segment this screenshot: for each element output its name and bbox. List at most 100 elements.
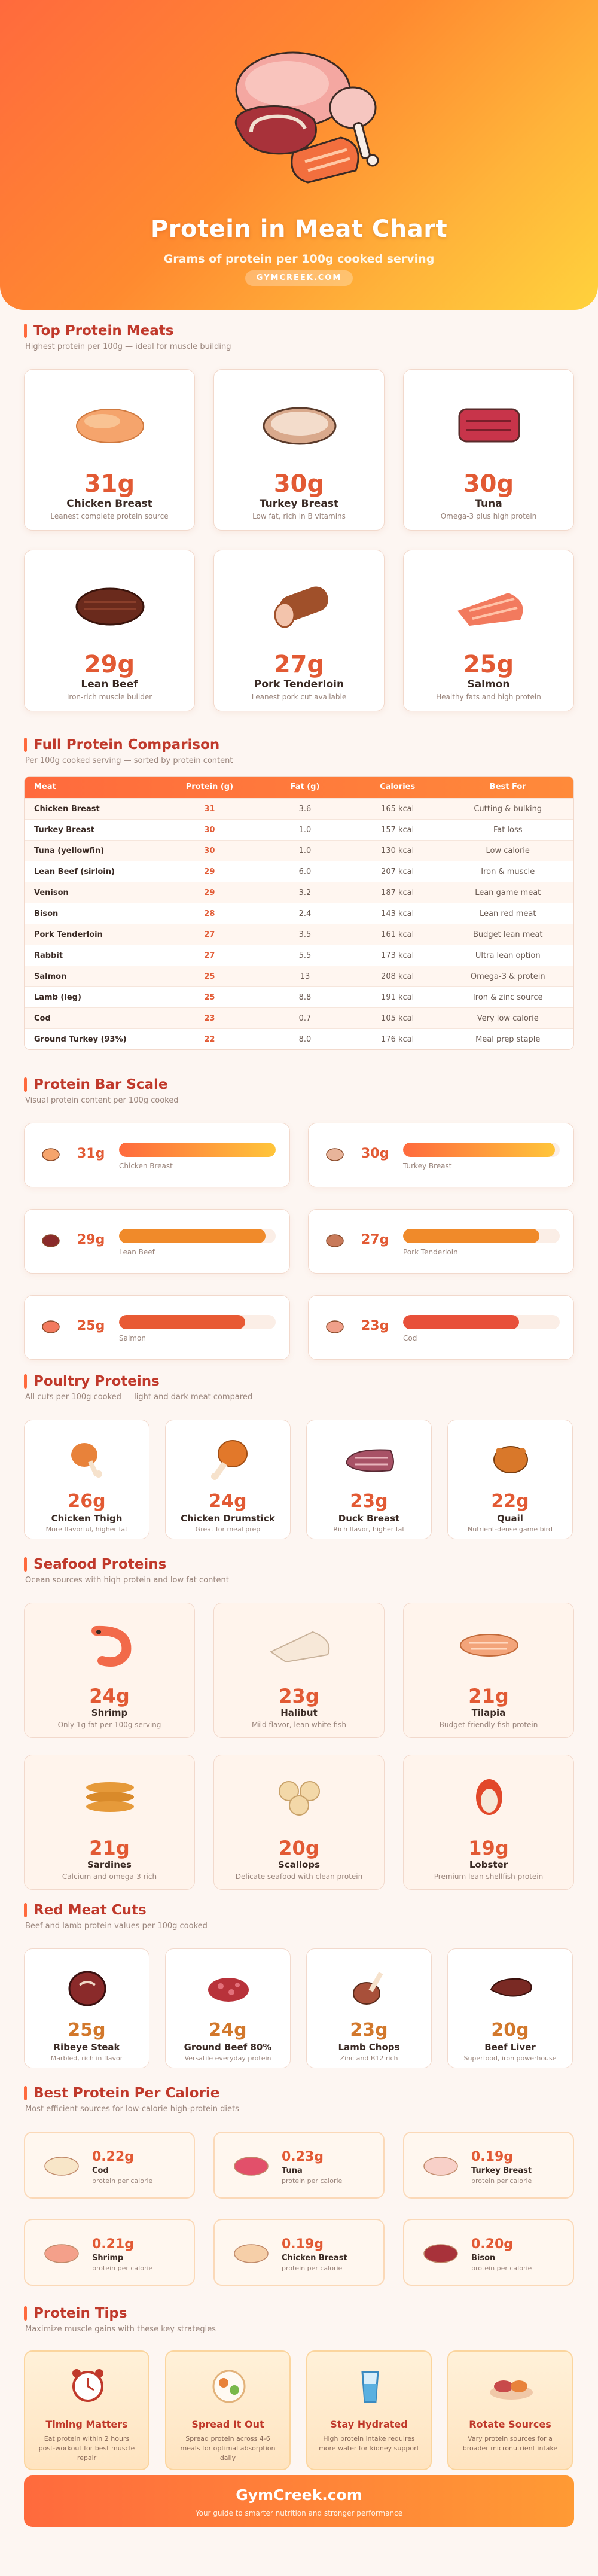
bar-card: 29g Lean Beef xyxy=(24,1209,290,1274)
seafood-card-halibut: 23g Halibut Mild flavor, lean white fish xyxy=(213,1603,385,1738)
tilapia-icon xyxy=(460,1634,518,1657)
section-title: Poultry Proteins xyxy=(24,1372,574,1390)
water-glass-icon xyxy=(361,2371,379,2403)
bar-label: Cod xyxy=(403,1334,417,1342)
beef-steak-icon xyxy=(75,587,145,626)
table-cell: 25 xyxy=(204,972,215,981)
per-calorie-value: 0.23g xyxy=(282,2149,324,2164)
red-meat-section: Red Meat Cuts Beef and lamb protein valu… xyxy=(24,1901,574,2068)
bar-fill xyxy=(403,1229,540,1243)
top-card-chicken-breast: 31g Chicken Breast Leanest complete prot… xyxy=(24,369,195,531)
beef-steak-icon xyxy=(42,1234,60,1247)
table-cell: 3.6 xyxy=(298,805,312,814)
table-cell: Budget lean meat xyxy=(472,930,543,939)
table-cell: Omega-3 & protein xyxy=(470,972,545,981)
poultry-card-chicken-thigh: 26g Chicken Thigh More flavorful, higher… xyxy=(24,1420,150,1539)
red-card-ground-beef: 24g Ground Beef 80% Versatile everyday p… xyxy=(165,1948,291,2068)
seafood-card-scallops: 20g Scallops Delicate seafood with clean… xyxy=(213,1755,385,1890)
lobster-icon xyxy=(476,1779,502,1815)
halibut-icon xyxy=(269,1631,330,1663)
brand-badge[interactable]: GYMCREEK.COM xyxy=(245,270,353,286)
tip-card-rotate: Rotate Sources Vary protein sources for … xyxy=(447,2350,573,2470)
seafood-card-lobster: 19g Lobster Premium lean shellfish prote… xyxy=(403,1755,574,1890)
bar-value: 31g xyxy=(77,1146,105,1161)
section-subtitle: Most efficient sources for low-calorie h… xyxy=(25,2105,239,2114)
table-row: Ground Turkey (93%) 22 8.0 176 kcal Meal pre… xyxy=(25,1028,573,1049)
tuna-steak-icon xyxy=(234,2157,269,2176)
sardines-icon xyxy=(86,1782,134,1812)
table-cell: 29 xyxy=(204,888,215,897)
top-protein-section: Top Protein Meats Highest protein per 10… xyxy=(24,322,574,711)
tip-card-hydrated: Stay Hydrated High protein intake requir… xyxy=(306,2350,432,2470)
table-cell: Low calorie xyxy=(486,847,530,855)
table-cell: 1.0 xyxy=(298,847,312,855)
seafood-card-tilapia: 21g Tilapia Budget-friendly fish protein xyxy=(403,1603,574,1738)
table-cell: Lean game meat xyxy=(475,888,541,897)
table-row: Lamb (leg) 25 8.8 191 kcal Iron & zinc sourc… xyxy=(25,986,573,1007)
bar-value: 30g xyxy=(361,1146,389,1161)
meat-platter-icon xyxy=(490,2380,533,2400)
table-cell: Chicken Breast xyxy=(34,805,100,814)
per-calorie-value: 0.21g xyxy=(92,2237,135,2252)
shrimp-icon xyxy=(91,1625,132,1667)
table-row: Cod 23 0.7 105 kcal Very low calorie xyxy=(25,1007,573,1028)
table-cell: 28 xyxy=(204,909,215,918)
shrimp-icon xyxy=(44,2244,79,2263)
seafood-card-shrimp: 24g Shrimp Only 1g fat per 100g serving xyxy=(24,1603,195,1738)
bar-value: 27g xyxy=(361,1232,389,1247)
bar-card: 25g Salmon xyxy=(24,1295,290,1360)
bar-track xyxy=(119,1229,276,1243)
turkey-breast-icon xyxy=(423,2157,458,2176)
table-cell: 25 xyxy=(204,993,215,1002)
bar-fill xyxy=(119,1315,246,1329)
table-cell: Lamb (leg) xyxy=(34,993,81,1002)
table-cell: 8.0 xyxy=(298,1035,312,1044)
table-cell: Iron & zinc source xyxy=(472,993,543,1002)
bar-label: Pork Tenderloin xyxy=(403,1248,458,1256)
red-card-ribeye: 25g Ribeye Steak Marbled, rich in flavor xyxy=(24,1948,150,2068)
bar-card: 31g Chicken Breast xyxy=(24,1123,290,1187)
meal-plate-icon xyxy=(212,2370,246,2403)
table-cell: Ground Turkey (93%) xyxy=(34,1035,127,1044)
scallops-icon xyxy=(279,1781,320,1816)
table-cell: Very low calorie xyxy=(477,1014,539,1023)
table-cell: Pork Tenderloin xyxy=(34,930,103,939)
table-cell: Rabbit xyxy=(34,951,63,960)
table-cell: Cutting & bulking xyxy=(474,805,542,814)
per-calorie-name: Shrimp xyxy=(92,2254,124,2263)
chicken-breast-icon xyxy=(42,1148,60,1161)
per-calorie-name: Bison xyxy=(471,2254,496,2263)
meat-collection-icon xyxy=(234,51,379,184)
per-calorie-card: 0.20g Bison protein per calorie xyxy=(403,2219,574,2286)
top-card-pork-tenderloin: 27g Pork Tenderloin Leanest pork cut ava… xyxy=(213,550,385,711)
bar-track xyxy=(119,1143,276,1157)
poultry-section: Poultry Proteins All cuts per 100g cooke… xyxy=(24,1372,574,1539)
table-cell: 165 kcal xyxy=(381,805,414,814)
alarm-clock-icon xyxy=(72,2369,103,2402)
per-calorie-value: 0.22g xyxy=(92,2149,135,2164)
bar-label: Lean Beef xyxy=(119,1248,155,1256)
top-card-salmon: 25g Salmon Healthy fats and high protein xyxy=(403,550,574,711)
per-calorie-card: 0.23g Tuna protein per calorie xyxy=(213,2132,385,2199)
per-calorie-card: 0.22g Cod protein per calorie xyxy=(24,2132,195,2199)
table-cell: Lean red meat xyxy=(479,909,536,918)
table-cell: 0.7 xyxy=(298,1014,312,1023)
bar-fill xyxy=(119,1229,266,1243)
table-cell: 8.8 xyxy=(298,993,312,1002)
section-title: Top Protein Meats xyxy=(24,322,574,340)
top-card-tuna: 30g Tuna Omega-3 plus high protein xyxy=(403,369,574,531)
table-row: Tuna (yellowfin) 30 1.0 130 kcal Low calorie xyxy=(25,840,573,861)
section-subtitle: Per 100g cooked serving — sorted by prot… xyxy=(25,756,233,765)
turkey-breast-icon xyxy=(263,407,337,445)
bison-steak-icon xyxy=(423,2244,458,2263)
table-cell: 6.0 xyxy=(298,867,312,876)
table-cell: 13 xyxy=(300,972,310,981)
table-cell: 3.5 xyxy=(298,930,312,939)
pork-roll-icon xyxy=(274,586,329,628)
table-cell: 30 xyxy=(204,847,215,855)
per-calorie-desc: protein per calorie xyxy=(282,2264,343,2272)
section-title: Protein Bar Scale xyxy=(24,1076,574,1094)
footer-brand[interactable]: GymCreek.com xyxy=(236,2486,362,2504)
section-subtitle: Visual protein content per 100g cooked xyxy=(25,1096,179,1105)
per-calorie-value: 0.20g xyxy=(471,2237,514,2252)
